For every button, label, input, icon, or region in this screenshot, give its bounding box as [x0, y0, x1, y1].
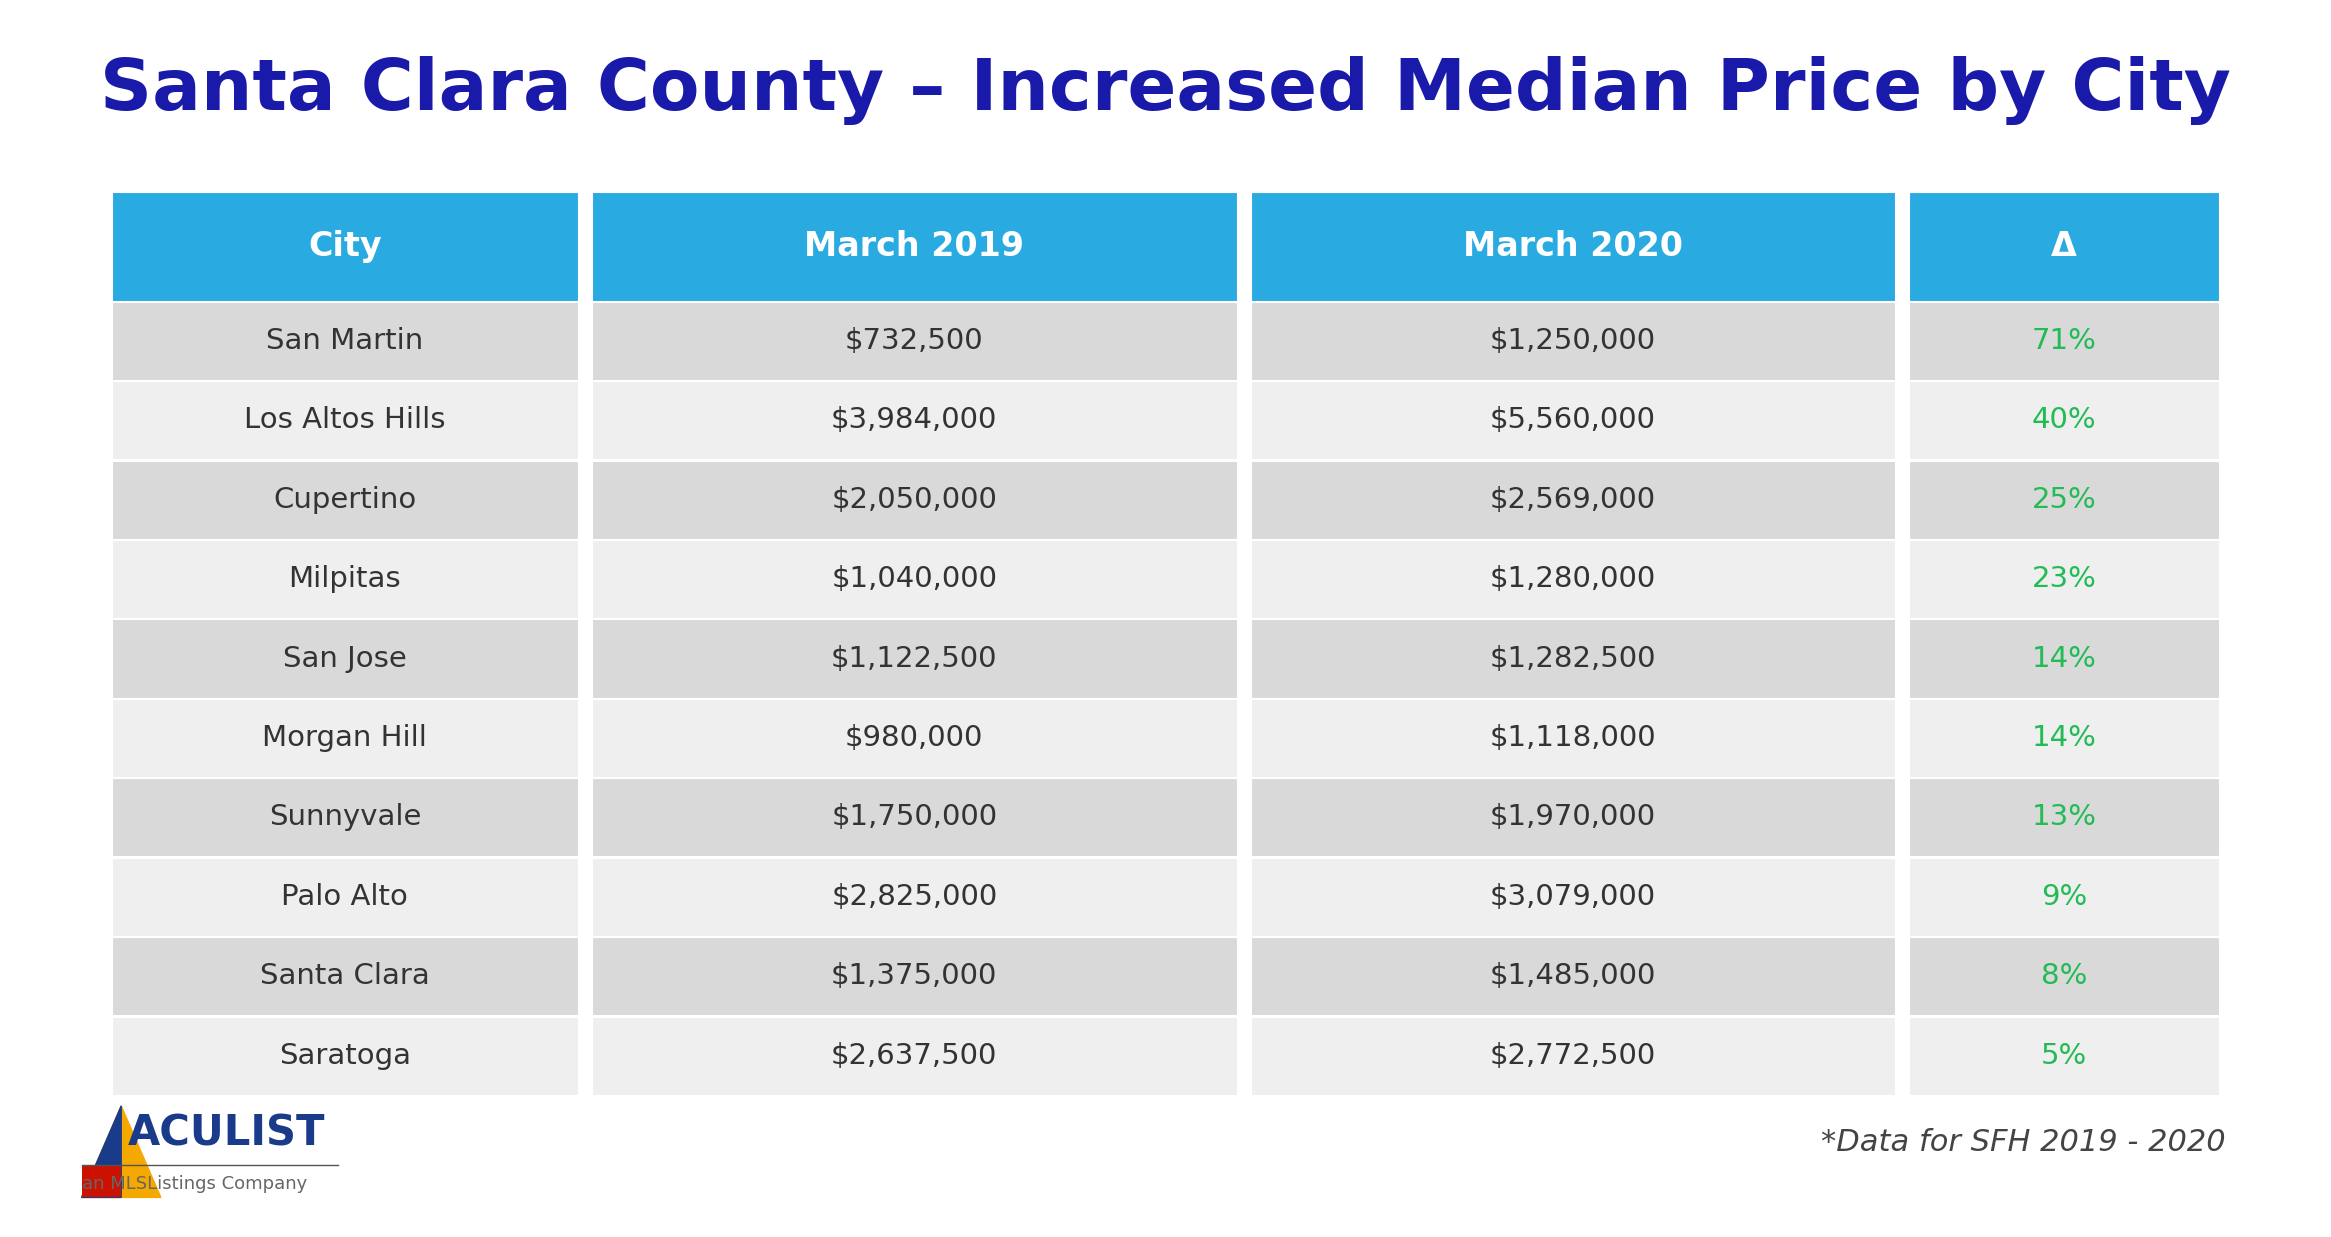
- Text: an MLSListings Company: an MLSListings Company: [82, 1175, 308, 1192]
- Text: 40%: 40%: [2033, 406, 2096, 434]
- Text: $732,500: $732,500: [846, 327, 984, 355]
- Text: $1,250,000: $1,250,000: [1490, 327, 1655, 355]
- Text: 5%: 5%: [2042, 1042, 2086, 1070]
- Text: 23%: 23%: [2033, 565, 2096, 594]
- Text: $1,970,000: $1,970,000: [1490, 803, 1655, 831]
- Text: Santa Clara County – Increased Median Price by City: Santa Clara County – Increased Median Pr…: [100, 56, 2231, 125]
- Text: Palo Alto: Palo Alto: [282, 883, 408, 910]
- Text: $2,637,500: $2,637,500: [832, 1042, 998, 1070]
- Text: 71%: 71%: [2033, 327, 2096, 355]
- Text: San Martin: San Martin: [266, 327, 424, 355]
- Text: $3,079,000: $3,079,000: [1490, 883, 1655, 910]
- Text: March 2019: March 2019: [804, 230, 1023, 262]
- Text: San Jose: San Jose: [282, 644, 408, 673]
- Text: $1,485,000: $1,485,000: [1490, 962, 1657, 991]
- Text: Milpitas: Milpitas: [289, 565, 401, 594]
- Text: $3,984,000: $3,984,000: [832, 406, 998, 434]
- Text: Morgan Hill: Morgan Hill: [263, 724, 427, 752]
- Text: $2,050,000: $2,050,000: [832, 486, 998, 513]
- Text: $1,118,000: $1,118,000: [1490, 724, 1657, 752]
- Text: $1,122,500: $1,122,500: [832, 644, 998, 673]
- Text: $1,280,000: $1,280,000: [1490, 565, 1655, 594]
- Text: ACULIST: ACULIST: [128, 1112, 326, 1154]
- Text: $1,750,000: $1,750,000: [832, 803, 998, 831]
- Text: $5,560,000: $5,560,000: [1490, 406, 1655, 434]
- Text: 8%: 8%: [2042, 962, 2089, 991]
- Text: $2,569,000: $2,569,000: [1490, 486, 1655, 513]
- Text: March 2020: March 2020: [1464, 230, 1683, 262]
- Text: $1,040,000: $1,040,000: [832, 565, 998, 594]
- Text: 14%: 14%: [2033, 724, 2096, 752]
- Text: *Data for SFH 2019 - 2020: *Data for SFH 2019 - 2020: [1821, 1128, 2226, 1157]
- Text: Cupertino: Cupertino: [273, 486, 417, 513]
- Text: Saratoga: Saratoga: [280, 1042, 410, 1070]
- Text: Santa Clara: Santa Clara: [261, 962, 429, 991]
- Text: 9%: 9%: [2042, 883, 2086, 910]
- Text: $980,000: $980,000: [846, 724, 984, 752]
- Text: 13%: 13%: [2033, 803, 2096, 831]
- Text: Sunnyvale: Sunnyvale: [268, 803, 422, 831]
- Text: City: City: [308, 230, 382, 262]
- Text: $1,375,000: $1,375,000: [832, 962, 998, 991]
- Text: 25%: 25%: [2033, 486, 2096, 513]
- Text: Δ: Δ: [2051, 230, 2077, 262]
- Text: $2,772,500: $2,772,500: [1490, 1042, 1655, 1070]
- Text: 14%: 14%: [2033, 644, 2096, 673]
- Text: Los Altos Hills: Los Altos Hills: [245, 406, 445, 434]
- Text: $1,282,500: $1,282,500: [1490, 644, 1657, 673]
- Text: $2,825,000: $2,825,000: [832, 883, 998, 910]
